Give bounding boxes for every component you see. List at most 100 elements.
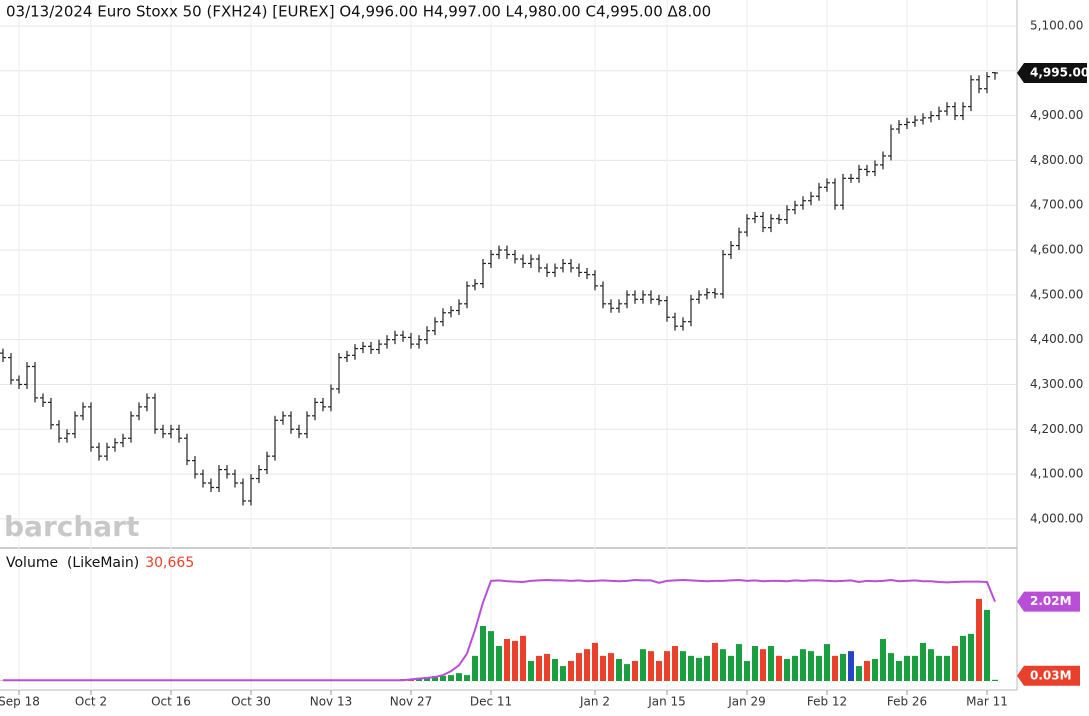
volume-bar <box>664 651 670 681</box>
volume-bar <box>536 655 542 681</box>
chart-title: 03/13/2024 Euro Stoxx 50 (FXH24) [EUREX]… <box>6 3 711 21</box>
x-tick-label: Dec 11 <box>470 695 512 709</box>
x-tick-label: Sep 18 <box>0 695 40 709</box>
last-price-box <box>1017 63 1087 84</box>
volume-bar <box>824 644 830 681</box>
x-tick-label: Oct 16 <box>151 695 191 709</box>
volume-bar <box>464 675 470 681</box>
y-tick-label: 4,100.00 <box>1030 467 1083 481</box>
volume-bar <box>968 633 974 681</box>
volume-bar <box>792 655 798 681</box>
volume-bar <box>800 649 806 681</box>
grid <box>0 0 1017 690</box>
y-tick-label: 4,200.00 <box>1030 422 1083 436</box>
volume-bar <box>672 646 678 681</box>
volume-bar <box>488 631 494 681</box>
average-label: 2.02M <box>1030 594 1072 608</box>
x-tick-label: Oct 2 <box>75 695 107 709</box>
watermark: barchart <box>4 510 139 543</box>
volume-bar <box>736 644 742 681</box>
x-tick-label: Nov 27 <box>390 695 433 709</box>
volume-bar <box>912 655 918 681</box>
y-tick-label: 4,400.00 <box>1030 332 1083 346</box>
y-tick-label: 4,700.00 <box>1030 198 1083 212</box>
volume-bar <box>600 655 606 681</box>
volume-last-value: 30,665 <box>145 555 194 571</box>
volume-bar <box>944 655 950 681</box>
volume-bar <box>848 651 854 681</box>
volume-bar <box>520 635 526 681</box>
volume-bar <box>928 649 934 681</box>
volume-bar <box>584 649 590 681</box>
x-tick-label: Jan 29 <box>727 695 766 709</box>
volume-bar <box>496 646 502 681</box>
volume-bar <box>880 638 886 681</box>
volume-bar <box>720 649 726 681</box>
volume-bar <box>456 673 462 681</box>
volume-bar <box>712 642 718 681</box>
y-tick-label: 4,500.00 <box>1030 287 1083 301</box>
volume-bar <box>504 638 510 681</box>
volume-bar <box>640 649 646 681</box>
volume-bar <box>424 677 430 681</box>
volume-bar <box>648 651 654 681</box>
volume-bar <box>856 666 862 681</box>
volume-bar <box>840 653 846 681</box>
volume-bar <box>608 653 614 681</box>
volume-average-line <box>3 579 996 682</box>
volume-bar <box>760 649 766 681</box>
volume-bar <box>992 679 998 681</box>
y-tick-label: 5,100.00 <box>1030 18 1083 32</box>
volume-bar <box>528 660 534 681</box>
x-tick-label: Feb 26 <box>887 695 927 709</box>
volume-bar <box>480 626 486 681</box>
y-tick-label: 4,800.00 <box>1030 153 1083 167</box>
volume-bar <box>688 655 694 681</box>
volume-bar <box>568 660 574 681</box>
volume-bar <box>808 651 814 681</box>
volume-bar <box>696 657 702 681</box>
volume-bar <box>864 660 870 681</box>
y-tick-label: 4,900.00 <box>1030 108 1083 122</box>
x-tick-label: Feb 12 <box>807 695 847 709</box>
volume-bar <box>472 655 478 681</box>
volume-bar <box>920 642 926 681</box>
volume-bar <box>816 655 822 681</box>
volume-bar <box>768 646 774 681</box>
volume-bar <box>744 660 750 681</box>
volume-bar <box>832 655 838 681</box>
last-price-label: 4,995.00 <box>1030 66 1089 80</box>
volume-bar <box>728 655 734 681</box>
volume-bar <box>552 659 558 681</box>
volume-bar <box>984 609 990 681</box>
volume-bar <box>752 646 758 681</box>
volume-bar <box>448 675 454 681</box>
volume-bar <box>576 653 582 681</box>
volume-bar <box>784 659 790 681</box>
volume-bar <box>872 659 878 681</box>
volume-bar <box>960 635 966 681</box>
volume-bar <box>976 598 982 681</box>
x-tick-label: Jan 15 <box>647 695 686 709</box>
x-tick-label: Mar 11 <box>966 695 1008 709</box>
volume-bar <box>632 660 638 681</box>
volume-bar <box>616 659 622 681</box>
plot <box>0 71 998 682</box>
volume-bar <box>544 653 550 681</box>
volume-bar <box>888 653 894 681</box>
volume-bar <box>704 655 710 681</box>
volume-bar <box>624 664 630 681</box>
x-tick-label: Oct 30 <box>231 695 271 709</box>
volume-bar <box>512 640 518 681</box>
volume-title: Volume (LikeMain) <box>6 555 139 571</box>
volume-bar <box>440 675 446 681</box>
volume-label-box <box>1017 665 1080 686</box>
volume-label: 0.03M <box>1030 668 1072 682</box>
x-tick-label: Jan 2 <box>579 695 610 709</box>
volume-bar <box>656 660 662 681</box>
average-label-box <box>1017 591 1080 612</box>
volume-bar <box>680 651 686 681</box>
x-tick-label: Nov 13 <box>310 695 353 709</box>
